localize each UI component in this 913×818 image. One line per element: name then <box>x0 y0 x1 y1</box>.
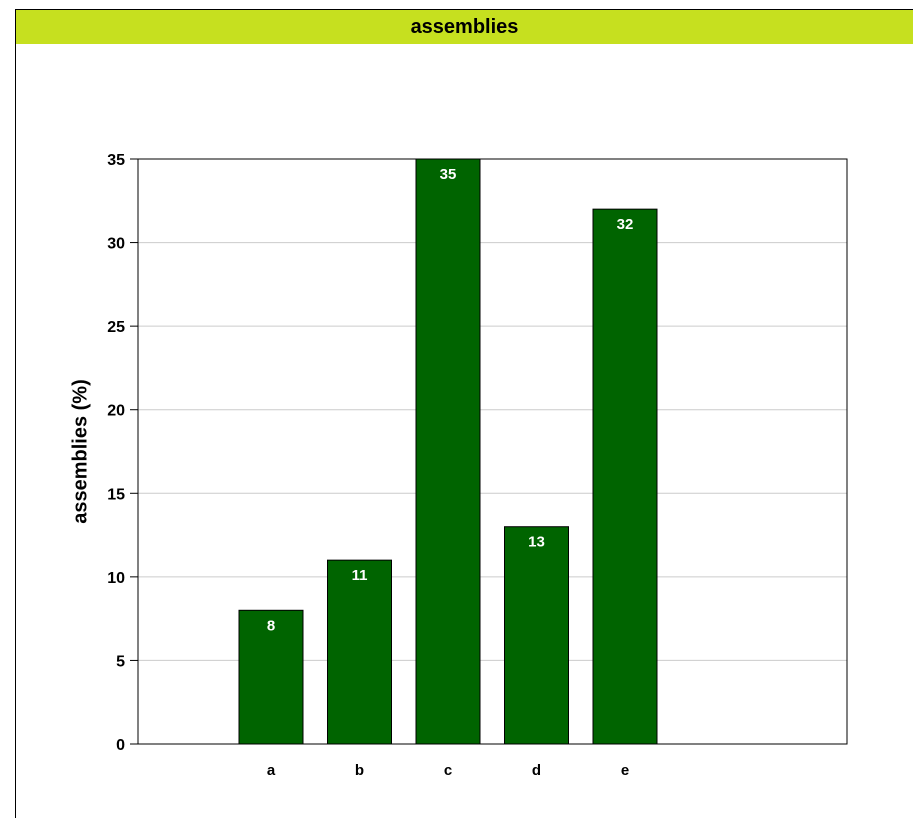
x-tick-label: a <box>267 762 276 779</box>
bar-c <box>415 158 481 745</box>
bar-d <box>504 526 569 745</box>
y-tick-label: 30 <box>107 236 125 253</box>
gridlines <box>138 242 847 661</box>
bar-value-label: 13 <box>528 534 545 551</box>
y-tick-label: 15 <box>107 486 125 503</box>
y-tick-label: 20 <box>107 403 125 420</box>
bars: 8 11 35 13 32 <box>238 158 658 745</box>
bar-value-label: 11 <box>352 567 368 584</box>
x-tick-label: e <box>621 762 629 779</box>
bar-e <box>592 208 658 745</box>
bar-value-label: 35 <box>440 166 457 183</box>
plot-area <box>137 158 848 745</box>
chart-title: assemblies <box>410 15 519 38</box>
x-axis: a b c d e <box>267 762 629 779</box>
x-tick-label: c <box>444 762 452 779</box>
y-tick-label: 35 <box>107 152 125 169</box>
chart-title-bar: assemblies <box>16 10 913 44</box>
bar-value-label: 8 <box>267 617 275 634</box>
bar-b <box>327 559 392 745</box>
y-tick-label: 5 <box>116 653 125 670</box>
y-tick-label: 10 <box>107 570 125 587</box>
x-tick-label: b <box>355 762 364 779</box>
y-tick-label: 25 <box>107 319 125 336</box>
bar-a <box>238 609 304 745</box>
x-tick-label: d <box>532 762 541 779</box>
y-tick-label: 0 <box>116 737 125 754</box>
y-axis-label: assemblies (%) <box>69 379 91 524</box>
bar-value-label: 32 <box>617 216 634 233</box>
chart-frame <box>15 9 913 818</box>
y-axis: 0 5 10 15 20 25 30 35 <box>107 152 138 754</box>
